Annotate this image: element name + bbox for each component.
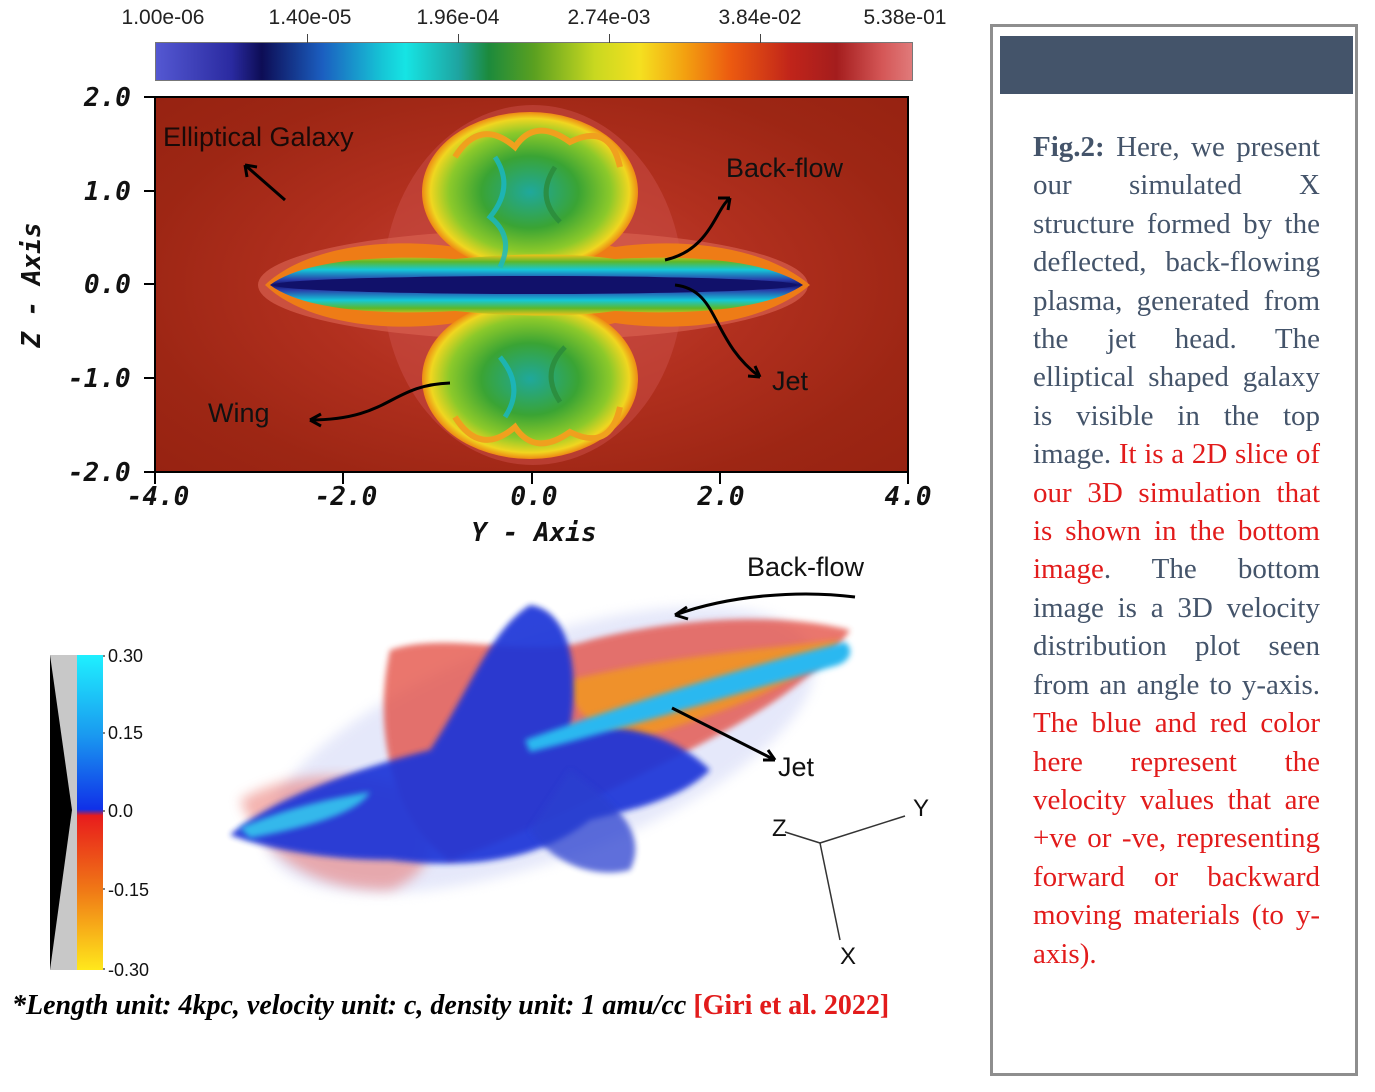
velocity-tick: 0.0 xyxy=(108,801,134,821)
colorbar-tick: 1.96e-04 xyxy=(416,6,500,29)
footnote-reference: [Giri et al. 2022] xyxy=(693,990,890,1021)
caption-red1: It is a 2D slice of our 3D simulation th… xyxy=(1033,438,1320,586)
colorbar-tick: 3.84e-02 xyxy=(718,6,802,29)
caption-red2: The blue and red color here represent th… xyxy=(1033,707,1320,970)
caption-part2: . The bottom image is a 3D velocity dist… xyxy=(1033,553,1320,701)
caption-box xyxy=(990,24,1358,1076)
y-tick-label: -2.0 xyxy=(314,482,378,512)
velocity-tick: -0.30 xyxy=(108,960,150,980)
z-tick-label: 2.0 xyxy=(84,83,131,113)
caption-label: Fig.2: xyxy=(1033,131,1105,163)
velocity-tick: -0.15 xyxy=(108,880,150,900)
colorbar-tickmark xyxy=(458,34,459,43)
annotation-backflow: Back-flow xyxy=(726,153,844,183)
colorbar-tickmark xyxy=(307,34,308,43)
caption-header-bar xyxy=(1000,36,1353,94)
triad-x-label: X xyxy=(840,943,857,970)
y-tick-label: 0.0 xyxy=(510,482,558,512)
annotation-jet-3d: Jet xyxy=(778,752,815,782)
colorbar-tick: 1.00e-06 xyxy=(121,6,205,29)
z-tick-label: 0.0 xyxy=(84,270,131,300)
y-tick-label: 2.0 xyxy=(697,482,745,512)
y-axis-title: Y - Axis xyxy=(471,518,597,548)
colorbar-tick: 5.38e-01 xyxy=(863,6,947,29)
annotation-elliptical-galaxy: Elliptical Galaxy xyxy=(163,122,354,152)
velocity-tick: 0.15 xyxy=(108,723,144,743)
colorbar-tickmark xyxy=(609,34,610,43)
triad-z-label: Z xyxy=(772,815,787,842)
velocity-colorbar xyxy=(50,655,105,970)
y-tick-label: 4.0 xyxy=(884,482,932,512)
z-tick-label: -1.0 xyxy=(68,364,131,394)
annotation-backflow-3d: Back-flow xyxy=(747,552,865,582)
z-axis-title: Z - Axis xyxy=(17,222,47,348)
annotation-wing: Wing xyxy=(208,398,270,428)
velocity-3d-render xyxy=(230,592,906,941)
colorbar-tickmark xyxy=(760,34,761,43)
colorbar-tick: 2.74e-03 xyxy=(567,6,651,29)
z-tick-label: 1.0 xyxy=(84,177,131,207)
z-tick-label: -2.0 xyxy=(68,458,131,488)
density-colorbar xyxy=(155,42,913,81)
triad-y-label: Y xyxy=(913,795,930,822)
annotation-jet: Jet xyxy=(772,366,809,396)
colorbar-tick: 1.40e-05 xyxy=(268,6,352,29)
units-footnote: *Length unit: 4kpc, velocity unit: c, de… xyxy=(12,990,977,1022)
velocity-tick: 0.30 xyxy=(108,646,144,666)
y-tick-label: -4.0 xyxy=(126,482,190,512)
top-plot-axes xyxy=(144,96,909,484)
caption-part1: Here, we present our simulated X structu… xyxy=(1033,131,1320,471)
figure-caption: Fig.2: Here, we present our simulated X … xyxy=(1033,128,1320,973)
footnote-text: *Length unit: 4kpc, velocity unit: c, de… xyxy=(12,990,694,1021)
